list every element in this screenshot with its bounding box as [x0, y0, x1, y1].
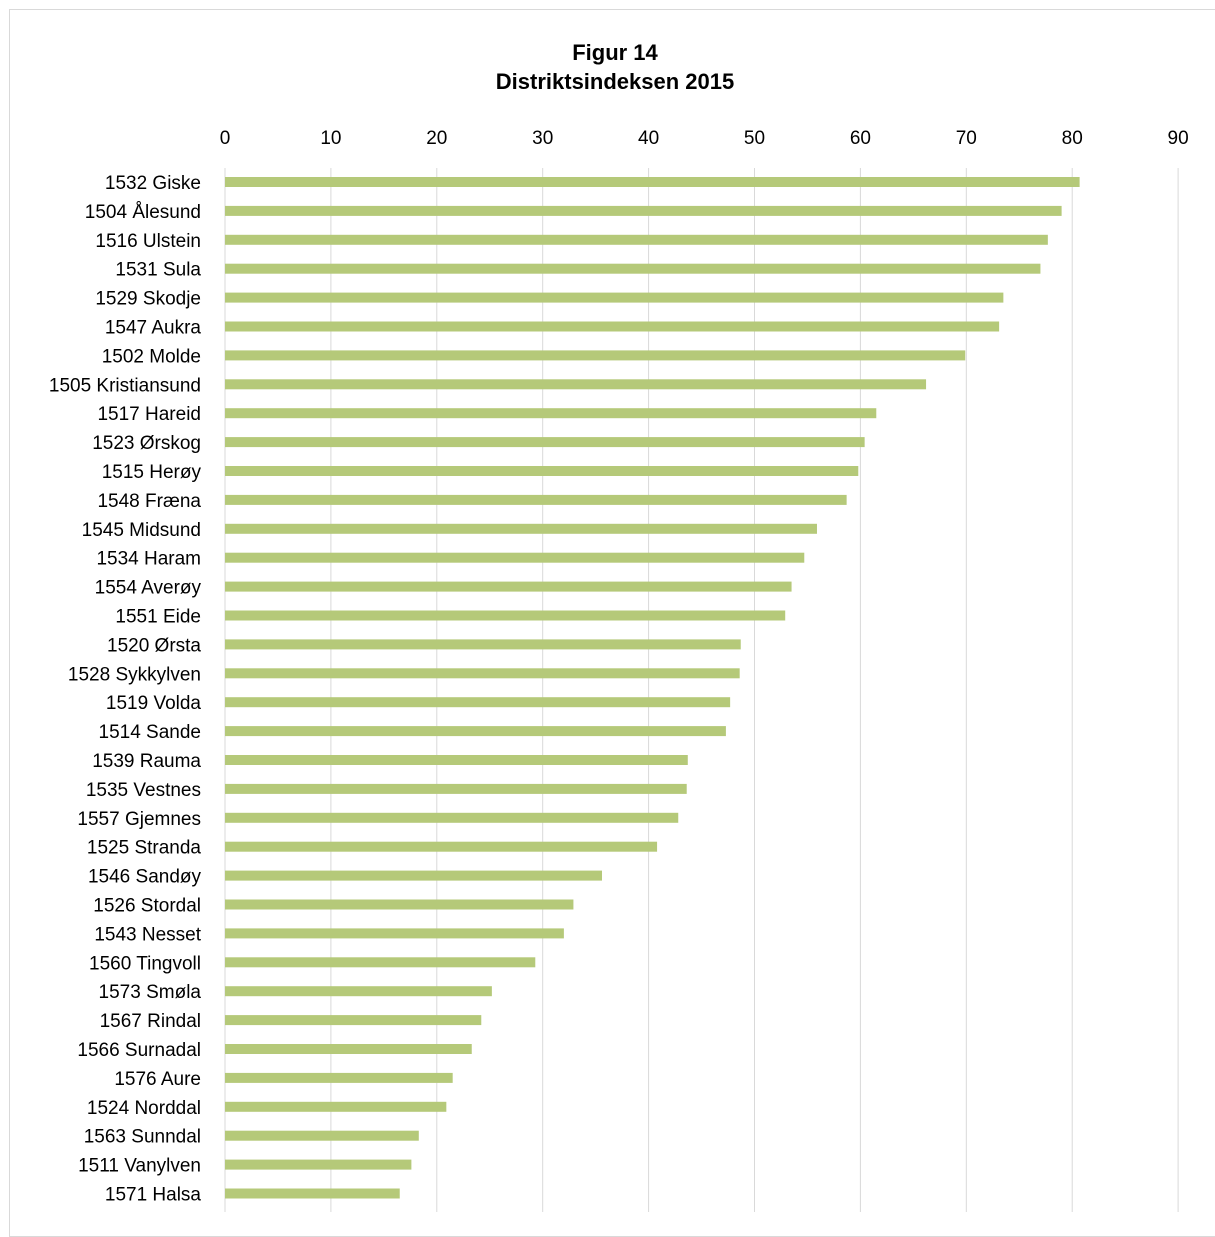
category-label: 1573 Smøla: [99, 982, 202, 1003]
bar: [225, 841, 658, 852]
bar: [225, 986, 492, 997]
category-label: 1547 Aukra: [105, 318, 202, 339]
category-label: 1505 Kristiansund: [49, 375, 201, 396]
chart-title: Figur 14: [572, 40, 658, 65]
category-label: 1516 Ulstein: [95, 231, 201, 252]
bar: [225, 466, 859, 476]
bar: [225, 292, 1004, 303]
category-label: 1515 Herøy: [102, 462, 202, 483]
x-tick-label: 50: [744, 128, 765, 149]
bar: [225, 928, 564, 939]
category-label: 1571 Halsa: [105, 1185, 202, 1206]
category-label: 1528 Sykkylven: [68, 664, 201, 685]
bar: [225, 177, 1080, 187]
bar: [225, 870, 603, 881]
bar: [225, 552, 805, 563]
bar: [225, 1072, 453, 1083]
x-tick-label: 0: [220, 128, 231, 149]
category-label: 1535 Vestnes: [86, 780, 201, 801]
bar: [225, 523, 817, 534]
category-label: 1551 Eide: [115, 607, 201, 628]
bar: [225, 1159, 412, 1170]
x-tick-label: 80: [1062, 128, 1083, 149]
category-label: 1531 Sula: [115, 260, 201, 281]
category-label: 1514 Sande: [99, 722, 202, 743]
category-labels: 1532 Giske 1504 Ålesund 1516 Ulstein 1531 S…: [49, 173, 202, 1206]
x-tick-label: 40: [638, 128, 659, 149]
category-label: 1525 Stranda: [87, 838, 202, 859]
category-label: 1520 Ørsta: [107, 635, 201, 656]
bar: [225, 812, 679, 823]
bar: [225, 697, 731, 708]
chart-subtitle: Distriktsindeksen 2015: [495, 69, 735, 94]
x-axis-tick-labels: 0 10 20 30 40 50 60 70 80 90: [220, 128, 1189, 149]
category-label: 1576 Aure: [114, 1069, 201, 1090]
bar: [225, 610, 786, 621]
category-label: 1504 Ålesund: [85, 202, 201, 223]
bar: [225, 1044, 472, 1054]
bar: [225, 1130, 419, 1141]
x-tick-label: 90: [1168, 128, 1189, 149]
category-label: 1546 Sandøy: [88, 867, 202, 888]
category-label: 1517 Hareid: [97, 404, 201, 425]
x-tick-label: 20: [426, 128, 447, 149]
bar: [225, 957, 536, 968]
category-label: 1557 Gjemnes: [77, 809, 201, 830]
bar: [225, 726, 726, 737]
bar: [225, 234, 1048, 245]
bar: [225, 755, 688, 765]
x-tick-label: 70: [956, 128, 977, 149]
category-label: 1524 Norddal: [87, 1098, 201, 1119]
category-label: 1529 Skodje: [95, 289, 201, 310]
x-tick-label: 10: [320, 128, 341, 149]
category-label: 1554 Averøy: [95, 578, 202, 599]
bar: [225, 408, 877, 419]
category-label: 1543 Nesset: [94, 924, 201, 945]
category-label: 1526 Stordal: [93, 896, 201, 917]
category-label: 1545 Midsund: [82, 520, 201, 541]
bar: [225, 437, 865, 448]
category-label: 1523 Ørskog: [92, 433, 201, 454]
category-label: 1566 Surnadal: [77, 1040, 201, 1061]
bar: [225, 1188, 400, 1199]
category-label: 1563 Sunndal: [84, 1127, 201, 1148]
bar: [225, 263, 1041, 274]
category-label: 1539 Rauma: [92, 751, 201, 772]
chart-title-block: Figur 14 Distriktsindeksen 2015: [0, 38, 1215, 96]
bar: [225, 494, 847, 505]
category-label: 1519 Volda: [106, 693, 202, 714]
bar: [225, 581, 792, 592]
bar: [225, 350, 966, 361]
category-label: 1511 Vanylven: [78, 1156, 201, 1177]
bar: [225, 321, 1000, 332]
bars: [225, 177, 1080, 1199]
category-label: 1534 Haram: [96, 549, 201, 570]
category-label: 1532 Giske: [105, 173, 201, 194]
bar: [225, 783, 687, 794]
bar: [225, 205, 1062, 216]
bar: [225, 899, 574, 910]
category-label: 1567 Rindal: [100, 1011, 201, 1032]
bar: [225, 1101, 447, 1112]
grid-lines: [224, 168, 1179, 1212]
category-label: 1548 Fræna: [97, 491, 201, 512]
x-tick-label: 60: [850, 128, 871, 149]
bar: [225, 1015, 482, 1026]
category-label: 1560 Tingvoll: [89, 953, 201, 974]
x-tick-label: 30: [532, 128, 553, 149]
bar: [225, 639, 741, 650]
category-label: 1502 Molde: [102, 346, 201, 367]
bar: [225, 668, 740, 679]
bar: [225, 379, 927, 390]
